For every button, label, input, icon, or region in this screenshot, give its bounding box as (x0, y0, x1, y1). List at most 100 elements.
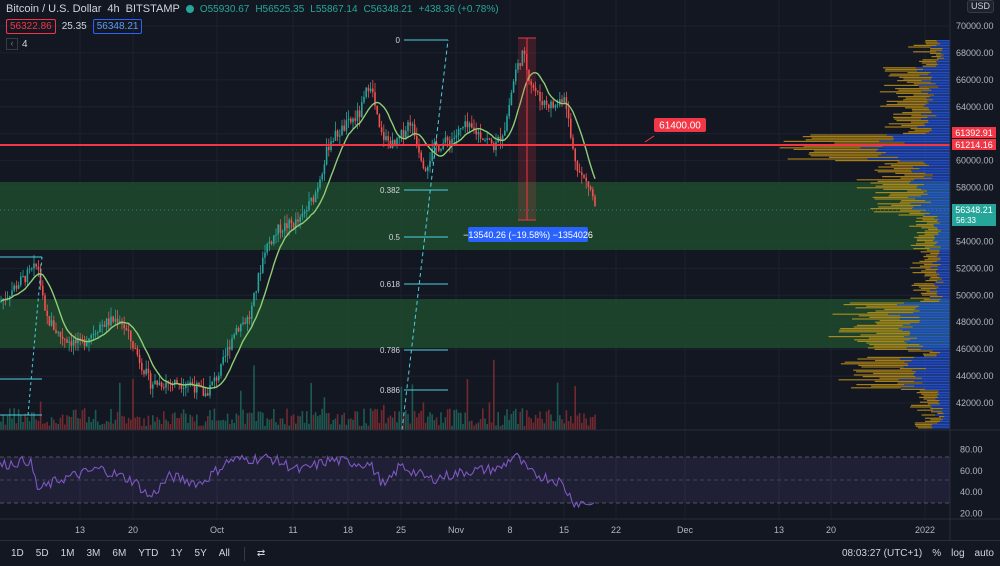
currency-selector[interactable]: USD (966, 0, 994, 13)
time-axis[interactable]: 13 20 Oct 11 18 25 Nov 8 15 22 Dec 13 20 2022 (75, 525, 935, 535)
volume-bar (17, 409, 20, 430)
time-axis-label: 20 (826, 525, 836, 535)
timeframe-1y[interactable]: 1Y (170, 548, 183, 559)
candle-body (26, 269, 29, 283)
log-toggle[interactable]: log (951, 548, 965, 559)
volume-profile-down-bar (892, 136, 950, 138)
candle-body (380, 127, 383, 133)
timeframe-5d[interactable]: 5D (35, 548, 49, 559)
volume-bar (438, 425, 440, 430)
volume-profile-up-bar (875, 310, 920, 312)
volume-profile-down-bar (902, 324, 950, 326)
volume-profile-down-bar (940, 299, 950, 301)
volume-bar (473, 425, 475, 430)
volume-profile-down-bar (938, 86, 950, 88)
volume-profile-down-bar (931, 425, 950, 427)
rsi-axis[interactable]: 80.00 60.00 40.00 20.00 (960, 444, 983, 518)
price-axis-label: 52000.00 (956, 263, 994, 273)
candle-body (581, 172, 583, 175)
clock[interactable]: 08:03:27 (UTC+1) (841, 548, 923, 559)
volume-profile-down-bar (934, 217, 950, 219)
volume-bar (299, 416, 301, 430)
volume-profile-up-bar (931, 411, 943, 413)
volume-bar (147, 415, 150, 430)
volume-bar (50, 417, 53, 430)
volume-profile-up-bar (793, 148, 879, 150)
volume-profile-down-bar (936, 44, 950, 46)
candle-body (242, 322, 244, 325)
indicator-count[interactable]: 4 (22, 38, 28, 50)
volume-bar (466, 379, 469, 430)
volume-profile-down-bar (932, 350, 950, 352)
auto-toggle[interactable]: auto (974, 548, 994, 559)
volume-bar (310, 382, 312, 430)
volume-profile-down-bar (939, 273, 950, 275)
candle-body (563, 97, 565, 103)
volume-profile-up-bar (856, 384, 905, 386)
goto-date-icon[interactable]: ⇄ (256, 548, 266, 559)
interval[interactable]: 4h (107, 3, 120, 15)
candle-body (55, 330, 57, 333)
volume-profile-down-bar (943, 412, 950, 414)
symbol-name[interactable]: Bitcoin / U.S. Dollar (6, 3, 102, 15)
timeframe-6m[interactable]: 6M (112, 548, 127, 559)
volume-profile-down-bar (942, 296, 950, 298)
volume-bar (119, 382, 121, 430)
candle-body (277, 224, 279, 235)
volume-profile-up-bar (935, 54, 944, 56)
volume-bar (314, 412, 317, 430)
candle-body (418, 146, 420, 153)
volume-bar (548, 409, 550, 430)
volume-profile-up-bar (925, 280, 938, 282)
timeframe-1d[interactable]: 1D (11, 548, 24, 559)
volume-profile (779, 40, 950, 429)
candle-body (229, 347, 231, 350)
volume-profile-down-bar (940, 257, 950, 259)
volume-bar (215, 420, 218, 430)
candle-body (42, 285, 44, 296)
volume-profile-up-bar (923, 398, 936, 400)
volume-profile-down-bar (929, 164, 950, 166)
volume-profile-up-bar (787, 158, 868, 160)
candle-body (59, 331, 62, 337)
candle-body (72, 339, 75, 346)
volume-profile-down-bar (926, 209, 950, 211)
volume-profile-down-bar (941, 417, 950, 419)
volume-bar (416, 417, 418, 430)
volume-profile-up-bar (875, 360, 912, 362)
timeframe-all[interactable]: All (218, 548, 230, 559)
volume-profile-up-bar (929, 352, 941, 354)
volume-bar (125, 423, 128, 430)
chart-canvas[interactable]: 61400.00 0 0.382 0.5 0.618 0.786 0.886 −13540… (0, 0, 1000, 540)
volume-profile-up-bar (918, 286, 939, 288)
timeframe-3m[interactable]: 3M (86, 548, 101, 559)
volume-bar (336, 414, 339, 430)
volume-profile-down-bar (929, 248, 950, 250)
volume-profile-up-bar (902, 112, 932, 114)
candle-body (24, 275, 26, 283)
volume-profile-down-bar (938, 228, 950, 230)
volume-bar (552, 421, 554, 430)
candle-body (92, 333, 95, 336)
timeframe-5y[interactable]: 5Y (194, 548, 207, 559)
candle-body (312, 197, 315, 203)
volume-bar (391, 417, 394, 430)
timeframe-ytd[interactable]: YTD (138, 548, 159, 559)
timeframe-1m[interactable]: 1M (60, 548, 75, 559)
candle-body (372, 88, 374, 93)
volume-bar (176, 417, 178, 430)
collapse-chevron-icon[interactable]: ‹ (6, 38, 18, 50)
hline-label-box[interactable] (654, 118, 706, 132)
volume-bar (187, 422, 189, 430)
candle-body (90, 335, 92, 339)
volume-bar (253, 365, 255, 430)
sell-price-badge[interactable]: 56322.86 (6, 19, 56, 34)
volume-bar (75, 409, 77, 430)
candle-body (266, 243, 268, 253)
buy-price-badge[interactable]: 56348.21 (92, 19, 143, 34)
volume-bar (182, 409, 185, 430)
percent-toggle[interactable]: % (932, 548, 942, 559)
volume-bar (407, 414, 409, 430)
candle-body (246, 317, 249, 324)
